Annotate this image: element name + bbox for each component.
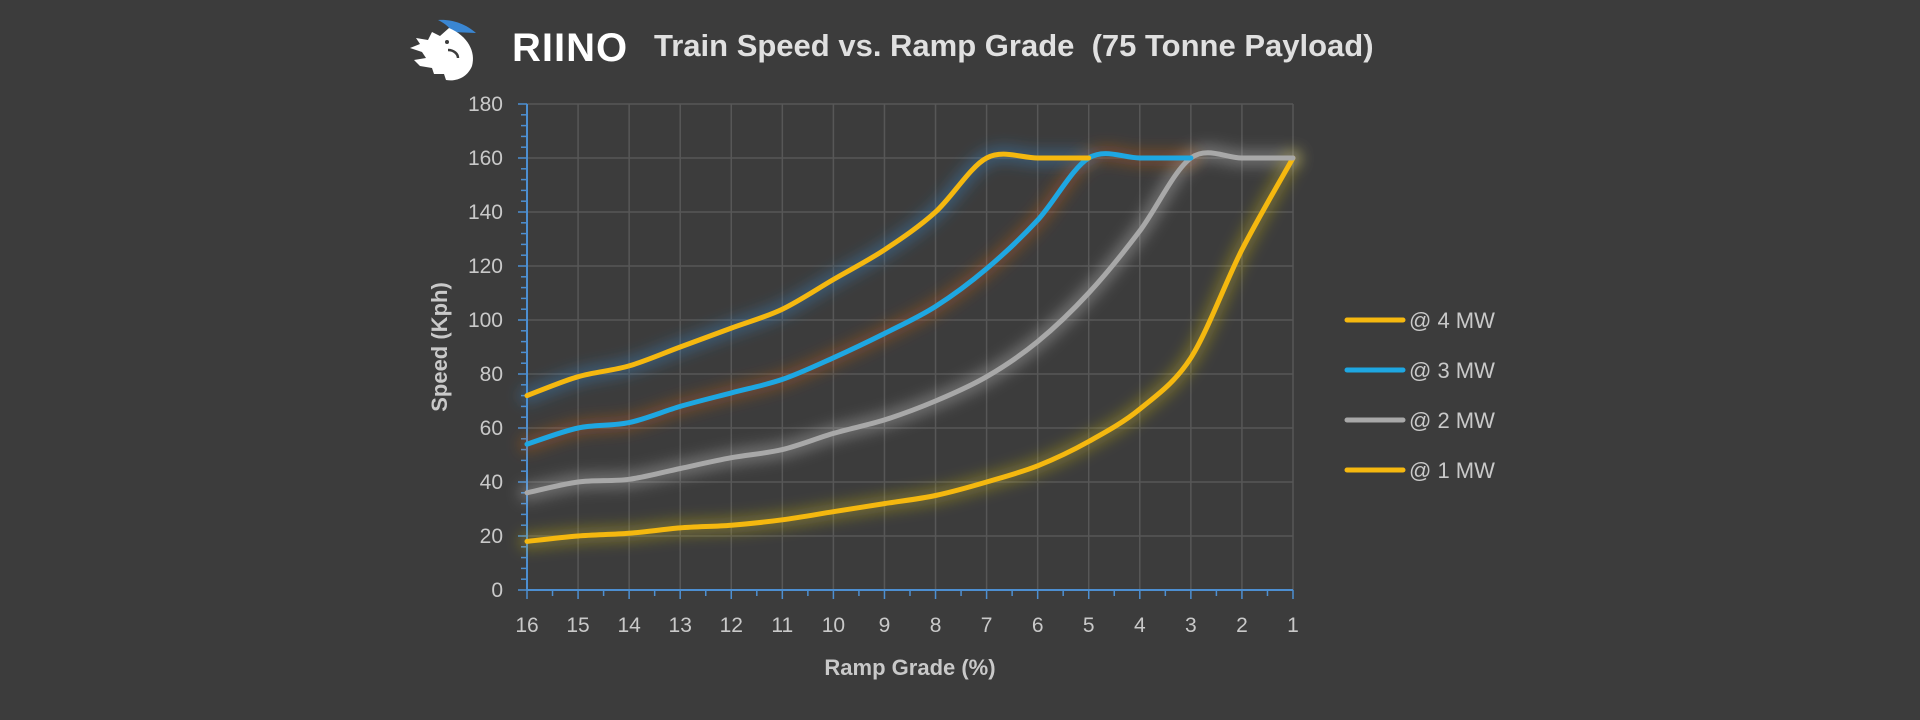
legend-label: @ 1 MW	[1409, 458, 1495, 483]
legend-label: @ 3 MW	[1409, 358, 1495, 383]
x-tick-label: 1	[1287, 614, 1299, 637]
y-tick-label: 120	[468, 255, 503, 278]
y-tick-label: 60	[480, 417, 503, 440]
legend-item-1-mw: @ 1 MW	[1344, 458, 1495, 483]
x-tick-label: 4	[1134, 614, 1146, 637]
x-tick-label: 5	[1083, 614, 1095, 637]
rhino-icon	[410, 19, 476, 81]
x-tick-label: 9	[879, 614, 891, 637]
series-line-4-mw	[524, 151, 1092, 399]
x-tick-label: 6	[1032, 614, 1044, 637]
x-tick-label: 3	[1185, 614, 1197, 637]
riino-logo: RIINO	[410, 19, 628, 81]
x-tick-label: 7	[981, 614, 993, 637]
x-tick-label: 10	[822, 614, 845, 637]
series-lines	[524, 150, 1296, 544]
y-axis-title: Speed (Kph)	[427, 282, 452, 412]
legend-label: @ 2 MW	[1409, 408, 1495, 433]
series-line-2-mw	[524, 150, 1296, 496]
y-tick-label: 0	[491, 579, 503, 602]
axes	[518, 103, 1294, 599]
series-glows	[519, 144, 1301, 550]
x-tick-label: 2	[1236, 614, 1248, 637]
x-tick-label: 16	[515, 614, 538, 637]
x-tick-label: 11	[771, 614, 793, 637]
y-tick-label: 40	[480, 471, 503, 494]
x-tick-label: 15	[566, 614, 589, 637]
legend-item-2-mw: @ 2 MW	[1344, 408, 1495, 433]
legend-item-3-mw: @ 3 MW	[1344, 358, 1495, 383]
x-tick-label: 8	[930, 614, 942, 637]
y-tick-labels: 0 20 40 60 80 100 120 140 160 180	[468, 93, 503, 602]
x-axis-title: Ramp Grade (%)	[824, 655, 995, 680]
y-tick-label: 80	[480, 363, 503, 386]
gridlines	[527, 103, 1294, 590]
x-tick-label: 12	[720, 614, 743, 637]
legend-label: @ 4 MW	[1409, 308, 1495, 333]
x-tick-labels: 16 15 14 13 12 11 10 9 8 7 6 5 4 3 2 1	[515, 614, 1299, 637]
x-tick-label: 14	[617, 614, 641, 637]
x-tick-label: 13	[669, 614, 692, 637]
y-tick-label: 20	[480, 525, 503, 548]
y-tick-label: 160	[468, 147, 503, 170]
legend: @ 4 MW @ 3 MW @ 2 MW @ 1 MW	[1344, 308, 1495, 483]
chart-title: Train Speed vs. Ramp Grade (75 Tonne Pay…	[654, 28, 1374, 63]
series-line-1-mw	[524, 155, 1296, 544]
y-tick-label: 100	[468, 309, 503, 332]
y-tick-label: 140	[468, 201, 503, 224]
logo-wordmark: RIINO	[512, 26, 628, 70]
y-tick-label: 180	[468, 93, 503, 116]
series-line-3-mw	[524, 151, 1194, 447]
legend-item-4-mw: @ 4 MW	[1344, 308, 1495, 333]
